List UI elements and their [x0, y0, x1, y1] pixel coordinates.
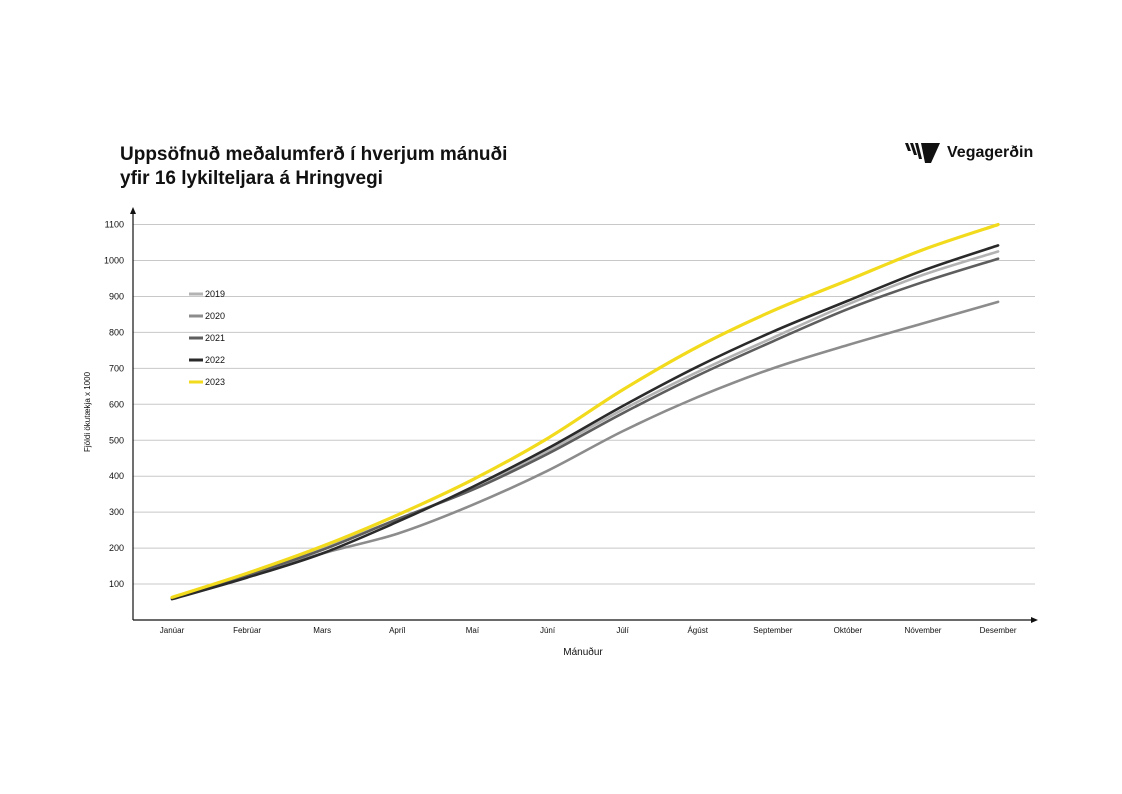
legend-label-2021: 2021: [205, 333, 225, 343]
vegagerdin-stripes-logo-icon: [905, 143, 940, 163]
x-tick-label: Desember: [980, 626, 1017, 635]
chart-title-line1: Uppsöfnuð meðalumferð í hverjum mánuði: [120, 144, 508, 165]
y-tick-label: 600: [109, 399, 124, 409]
y-tick-label: 100: [109, 579, 124, 589]
x-tick-label: Maí: [466, 626, 480, 635]
y-tick-label: 700: [109, 363, 124, 373]
series-line-2020: [170, 300, 1000, 600]
legend-label-2020: 2020: [205, 311, 225, 321]
legend-label-2023: 2023: [205, 377, 225, 387]
series-line-2022: [170, 244, 1000, 601]
tick-labels: 100 200 300 400 500 600 700 800 900 1000 1100 Janúa…: [104, 220, 1017, 635]
x-tick-label: Nóvember: [905, 626, 942, 635]
y-tick-label: 900: [109, 291, 124, 301]
y-tick-label: 1000: [104, 256, 124, 266]
series-line-2021: [170, 257, 1000, 600]
x-tick-label: Janúar: [160, 626, 185, 635]
chart-title-line2: yfir 16 lykilteljara á Hringvegi: [120, 168, 383, 189]
axes: [130, 207, 1038, 623]
legend-label-2019: 2019: [205, 289, 225, 299]
x-tick-label: Ágúst: [687, 626, 708, 635]
legend-label-2022: 2022: [205, 355, 225, 365]
logo-text: Vegagerðin: [947, 144, 1034, 161]
x-tick-label: Apríl: [389, 626, 406, 635]
x-axis-arrow: [1031, 617, 1038, 623]
legend: 2019 2020 2021 2022 2023: [189, 289, 225, 387]
y-tick-label: 400: [109, 471, 124, 481]
y-tick-label: 500: [109, 435, 124, 445]
y-tick-label: 300: [109, 507, 124, 517]
y-tick-label: 800: [109, 327, 124, 337]
x-tick-label: Október: [834, 626, 863, 635]
y-axis-arrow: [130, 207, 136, 214]
x-tick-label: September: [753, 626, 792, 635]
x-tick-label: Júní: [540, 626, 556, 635]
series-lines: [170, 222, 1000, 601]
x-axis-label: Mánuður: [563, 646, 603, 658]
x-tick-label: Mars: [313, 626, 331, 635]
y-axis-label: Fjöldi ökutækja x 1000: [83, 371, 92, 452]
x-tick-label: Febrúar: [233, 626, 261, 635]
series-line-2019: [170, 250, 1000, 600]
y-tick-label: 1100: [105, 220, 124, 230]
y-tick-label: 200: [109, 543, 124, 553]
vegagerdin-logo: Vegagerðin: [903, 140, 1033, 166]
chart-title: Uppsöfnuð meðalumferð í hverjum mánuði y…: [120, 143, 507, 191]
x-tick-label: Júlí: [616, 626, 629, 635]
series-line-2023: [170, 222, 1000, 599]
